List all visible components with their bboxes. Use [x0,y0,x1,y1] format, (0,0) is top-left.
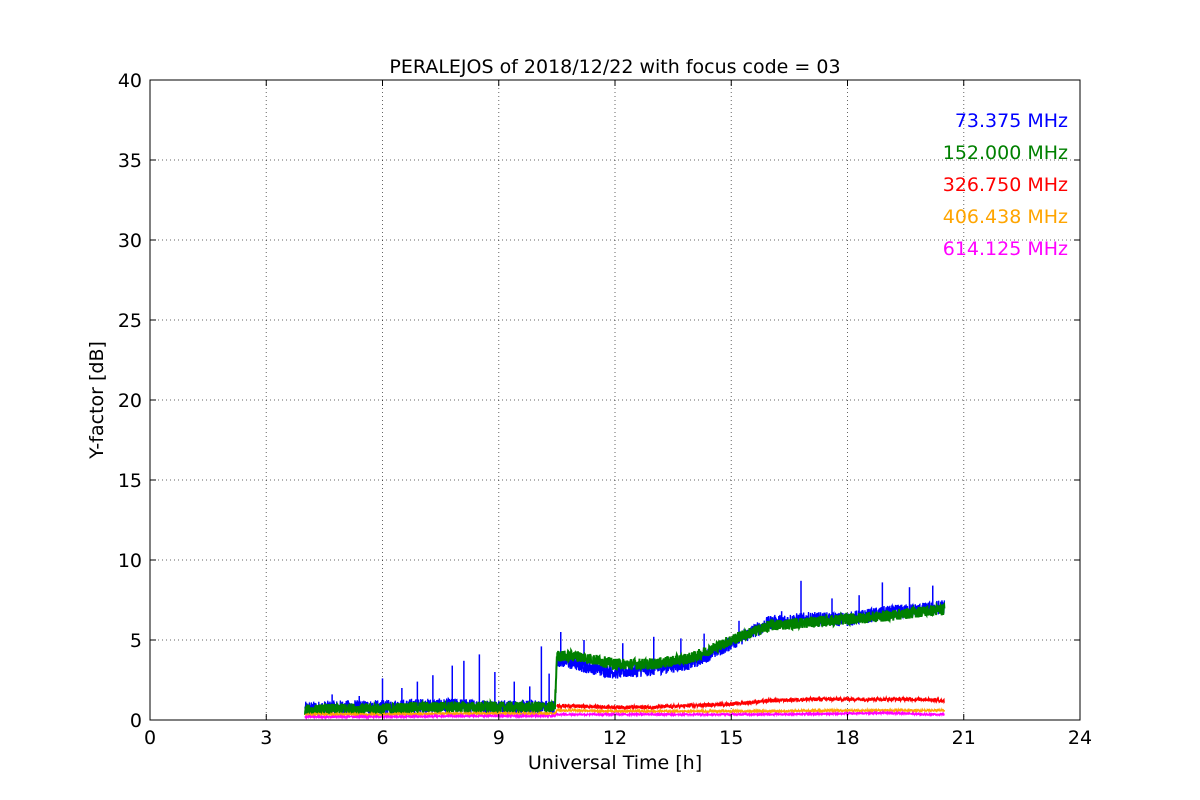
series-1 [304,601,946,717]
series-3 [304,707,946,718]
x-tick-label: 18 [835,727,859,749]
series-4 [304,709,945,721]
y-tick-label: 0 [130,710,142,732]
grid-layer [150,80,1080,720]
y-tick-label: 20 [118,390,142,412]
legend-entry: 406.438 MHz [943,206,1068,228]
y-tick-label: 15 [118,470,142,492]
y-tick-label: 25 [118,310,142,332]
x-tick-label: 21 [952,727,976,749]
y-tick-label: 10 [118,550,142,572]
series-line [556,695,945,712]
series-line [304,600,946,717]
chart-title: PERALEJOS of 2018/12/22 with focus code … [389,56,840,78]
x-tick-label: 12 [603,727,627,749]
x-tick-label: 24 [1068,727,1092,749]
y-tick-label: 30 [118,230,142,252]
y-tick-label: 40 [118,70,142,92]
x-tick-label: 6 [376,727,388,749]
x-tick-label: 15 [719,727,743,749]
series-line [304,709,945,721]
y-axis-label: Y-factor [dB] [86,341,108,460]
legend-entry: 326.750 MHz [943,174,1068,196]
x-tick-label: 9 [493,727,505,749]
y-tick-label: 35 [118,150,142,172]
y-tick-label: 5 [130,630,142,652]
legend: 73.375 MHz 152.000 MHz 326.750 MHz 406.438 … [943,110,1068,260]
series-layer [304,580,946,721]
series-line [304,601,946,717]
x-axis-label: Universal Time [h] [528,752,702,774]
x-tick-label: 3 [260,727,272,749]
legend-entry: 73.375 MHz [955,110,1068,132]
legend-entry: 614.125 MHz [943,238,1068,260]
series-2 [556,695,945,712]
x-tick-label: 0 [144,727,156,749]
legend-entry: 152.000 MHz [943,142,1068,164]
tick-layer: 0 3 6 9 12 15 18 21 24 0 5 10 15 20 25 30 35 40 [118,70,1092,749]
series-line [304,707,946,718]
